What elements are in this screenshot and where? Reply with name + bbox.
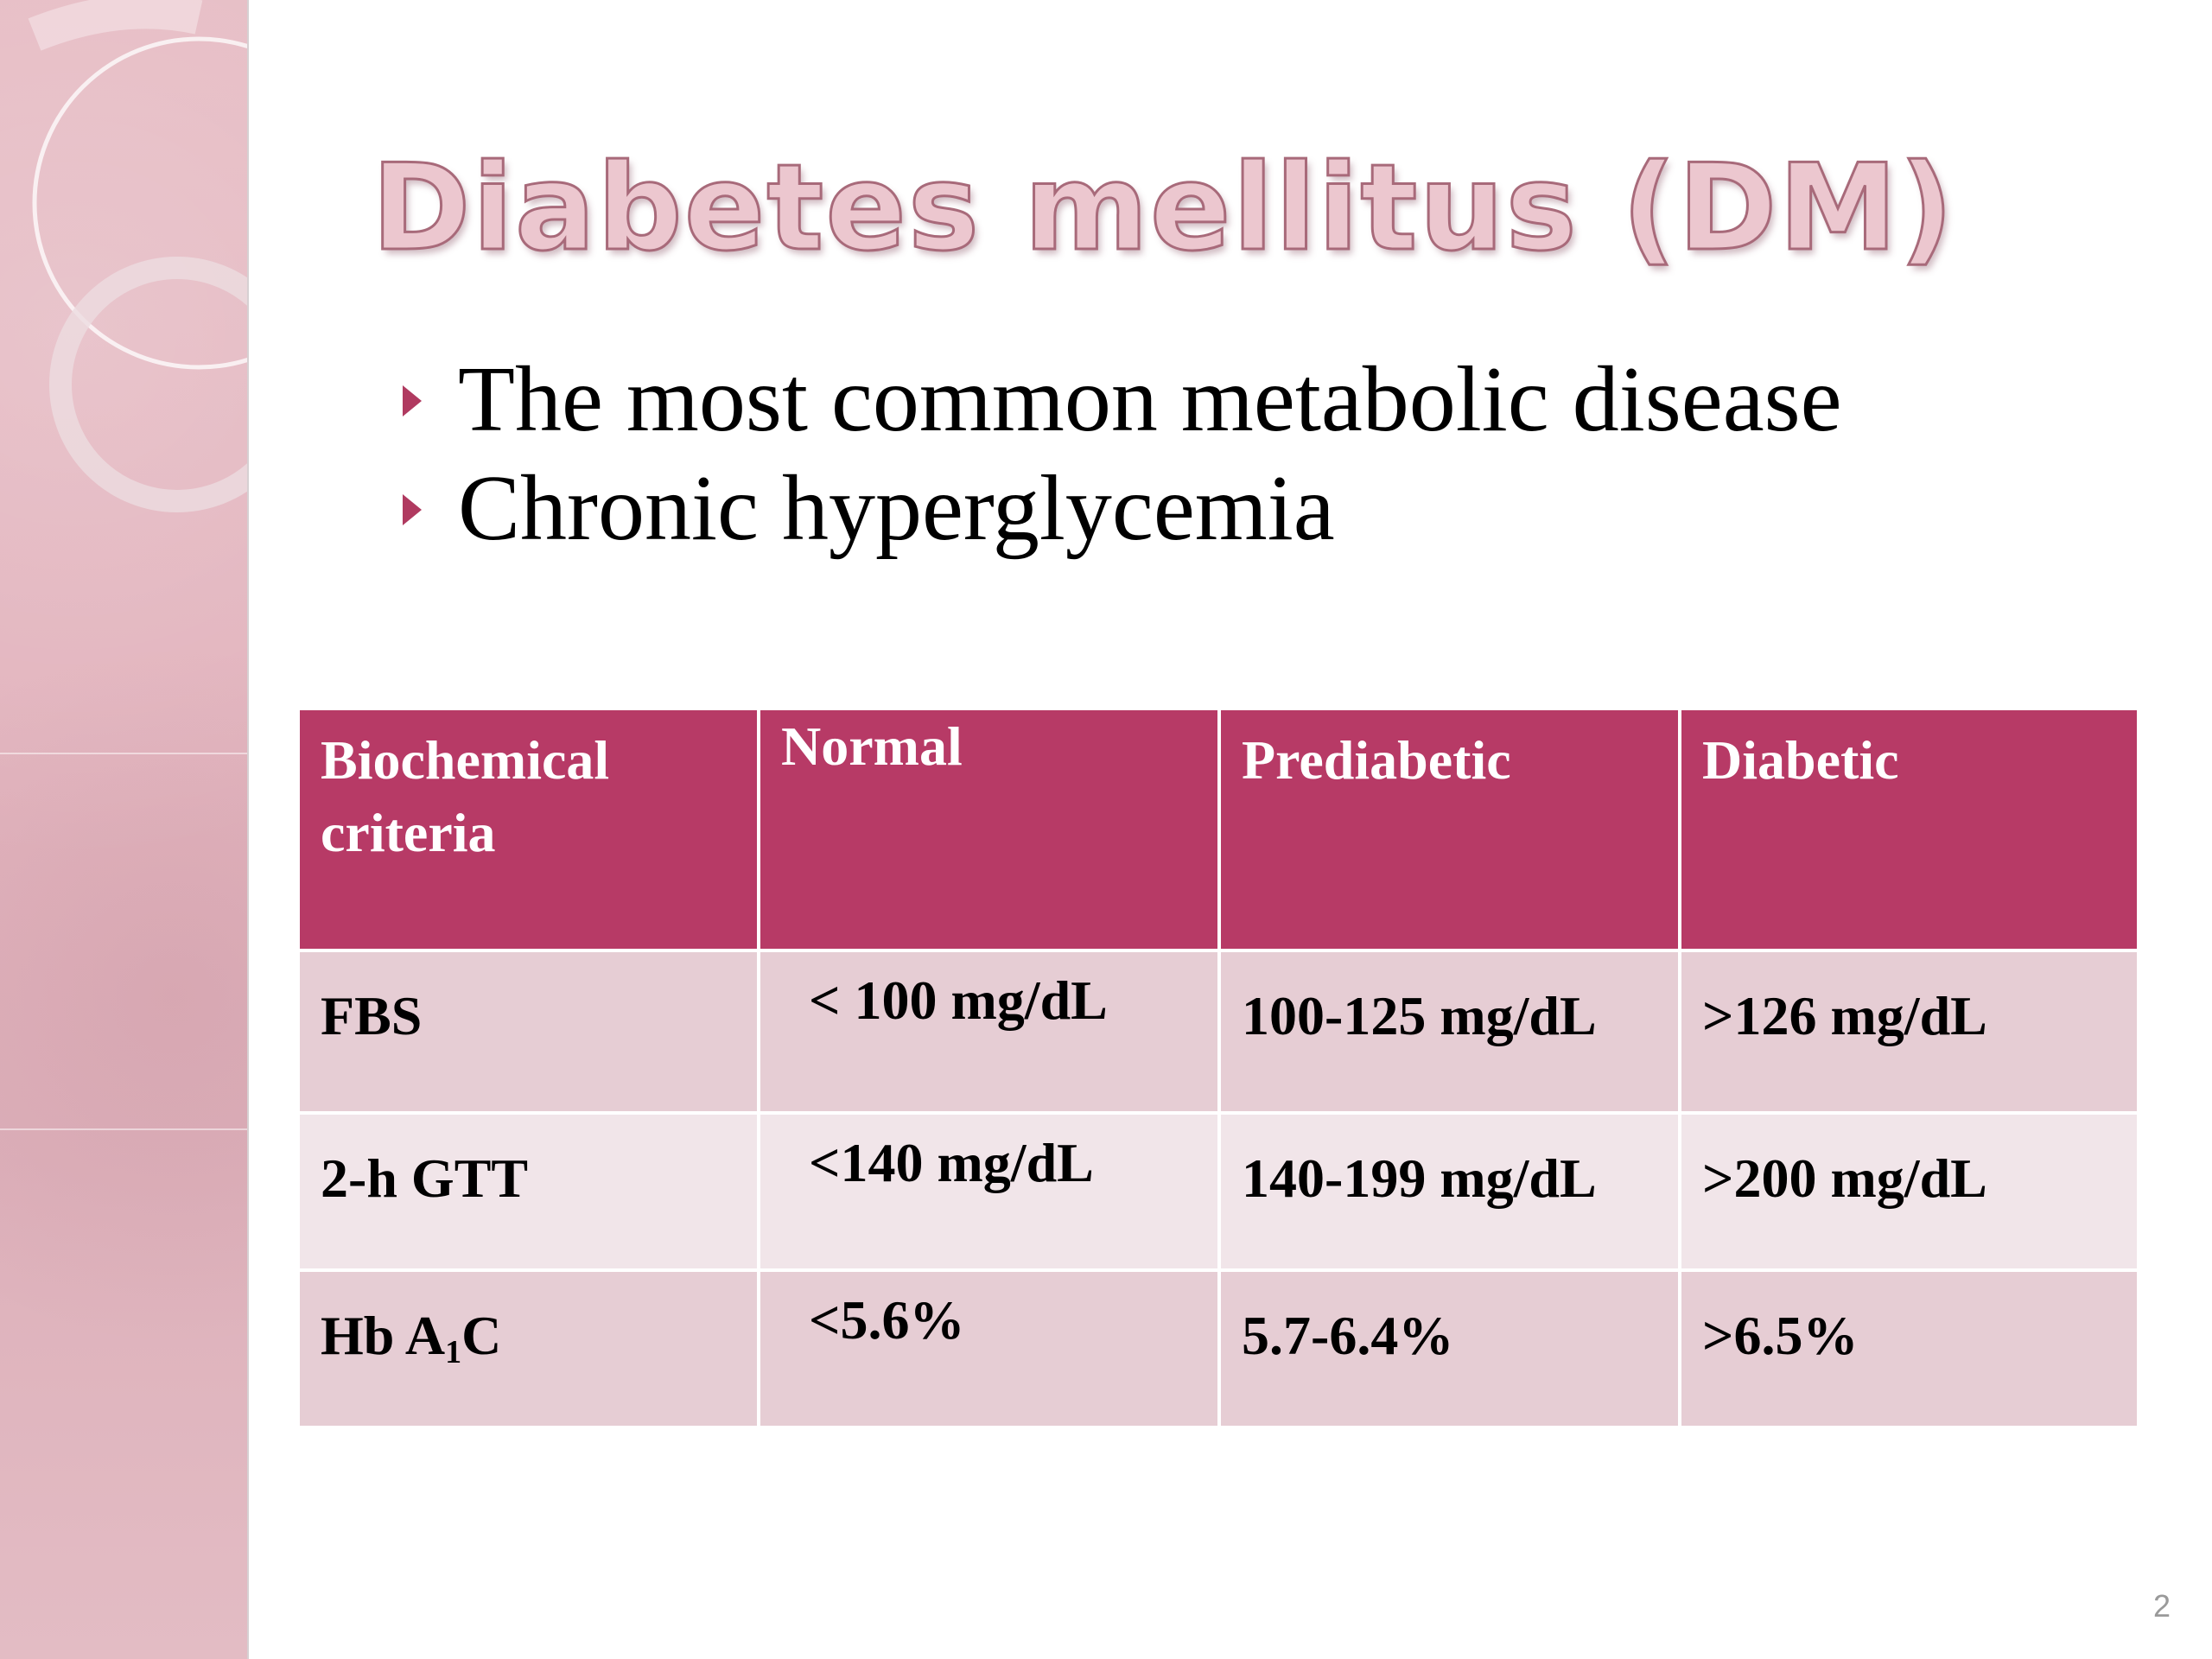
triangle-right-icon (403, 385, 422, 416)
ring-decoration (0, 0, 247, 1130)
criterion-suffix: C (461, 1305, 502, 1366)
criterion-cell: Hb A1C (296, 1268, 760, 1429)
header-biochemical-criteria: Biochemical criteria (296, 707, 760, 952)
slide-title: Diabetes mellitus (DM) (371, 137, 1955, 279)
triangle-right-icon (403, 494, 422, 525)
criterion-subscript: 1 (445, 1334, 462, 1370)
normal-cell: <5.6% (757, 1268, 1221, 1429)
table-row: FBS < 100 mg/dL 100-125 mg/dL >126 mg/dL (296, 949, 2140, 1115)
header-normal: Normal (757, 707, 1221, 952)
diabetic-cell: >6.5% (1678, 1268, 2140, 1429)
table-row: Hb A1C <5.6% 5.7-6.4% >6.5% (296, 1268, 2140, 1429)
diabetic-cell: >200 mg/dL (1678, 1111, 2140, 1272)
diabetic-cell: >126 mg/dL (1678, 949, 2140, 1115)
normal-cell: <140 mg/dL (757, 1111, 1221, 1272)
bullet-list: The most common metabolic disease Chroni… (399, 346, 1842, 563)
normal-cell: < 100 mg/dL (757, 949, 1221, 1115)
header-diabetic: Diabetic (1678, 707, 2140, 952)
bullet-item: The most common metabolic disease (399, 346, 1842, 454)
table-header-row: Biochemical criteria Normal Prediabetic … (296, 707, 2140, 952)
bullet-text: The most common metabolic disease (458, 348, 1842, 451)
prediabetic-cell: 5.7-6.4% (1217, 1268, 1681, 1429)
page-number: 2 (2152, 1588, 2171, 1624)
diagnostic-criteria-table: Biochemical criteria Normal Prediabetic … (296, 707, 2140, 1429)
prediabetic-cell: 100-125 mg/dL (1217, 949, 1681, 1115)
decorative-side-panel (0, 0, 249, 1659)
criterion-cell: 2-h GTT (296, 1111, 760, 1272)
table-row: 2-h GTT <140 mg/dL 140-199 mg/dL >200 mg… (296, 1111, 2140, 1272)
criterion-cell: FBS (296, 949, 760, 1115)
criterion-prefix: Hb A (321, 1305, 446, 1366)
bullet-text: Chronic hyperglycemia (458, 457, 1335, 560)
header-prediabetic: Prediabetic (1217, 707, 1681, 952)
bullet-item: Chronic hyperglycemia (399, 454, 1842, 563)
prediabetic-cell: 140-199 mg/dL (1217, 1111, 1681, 1272)
